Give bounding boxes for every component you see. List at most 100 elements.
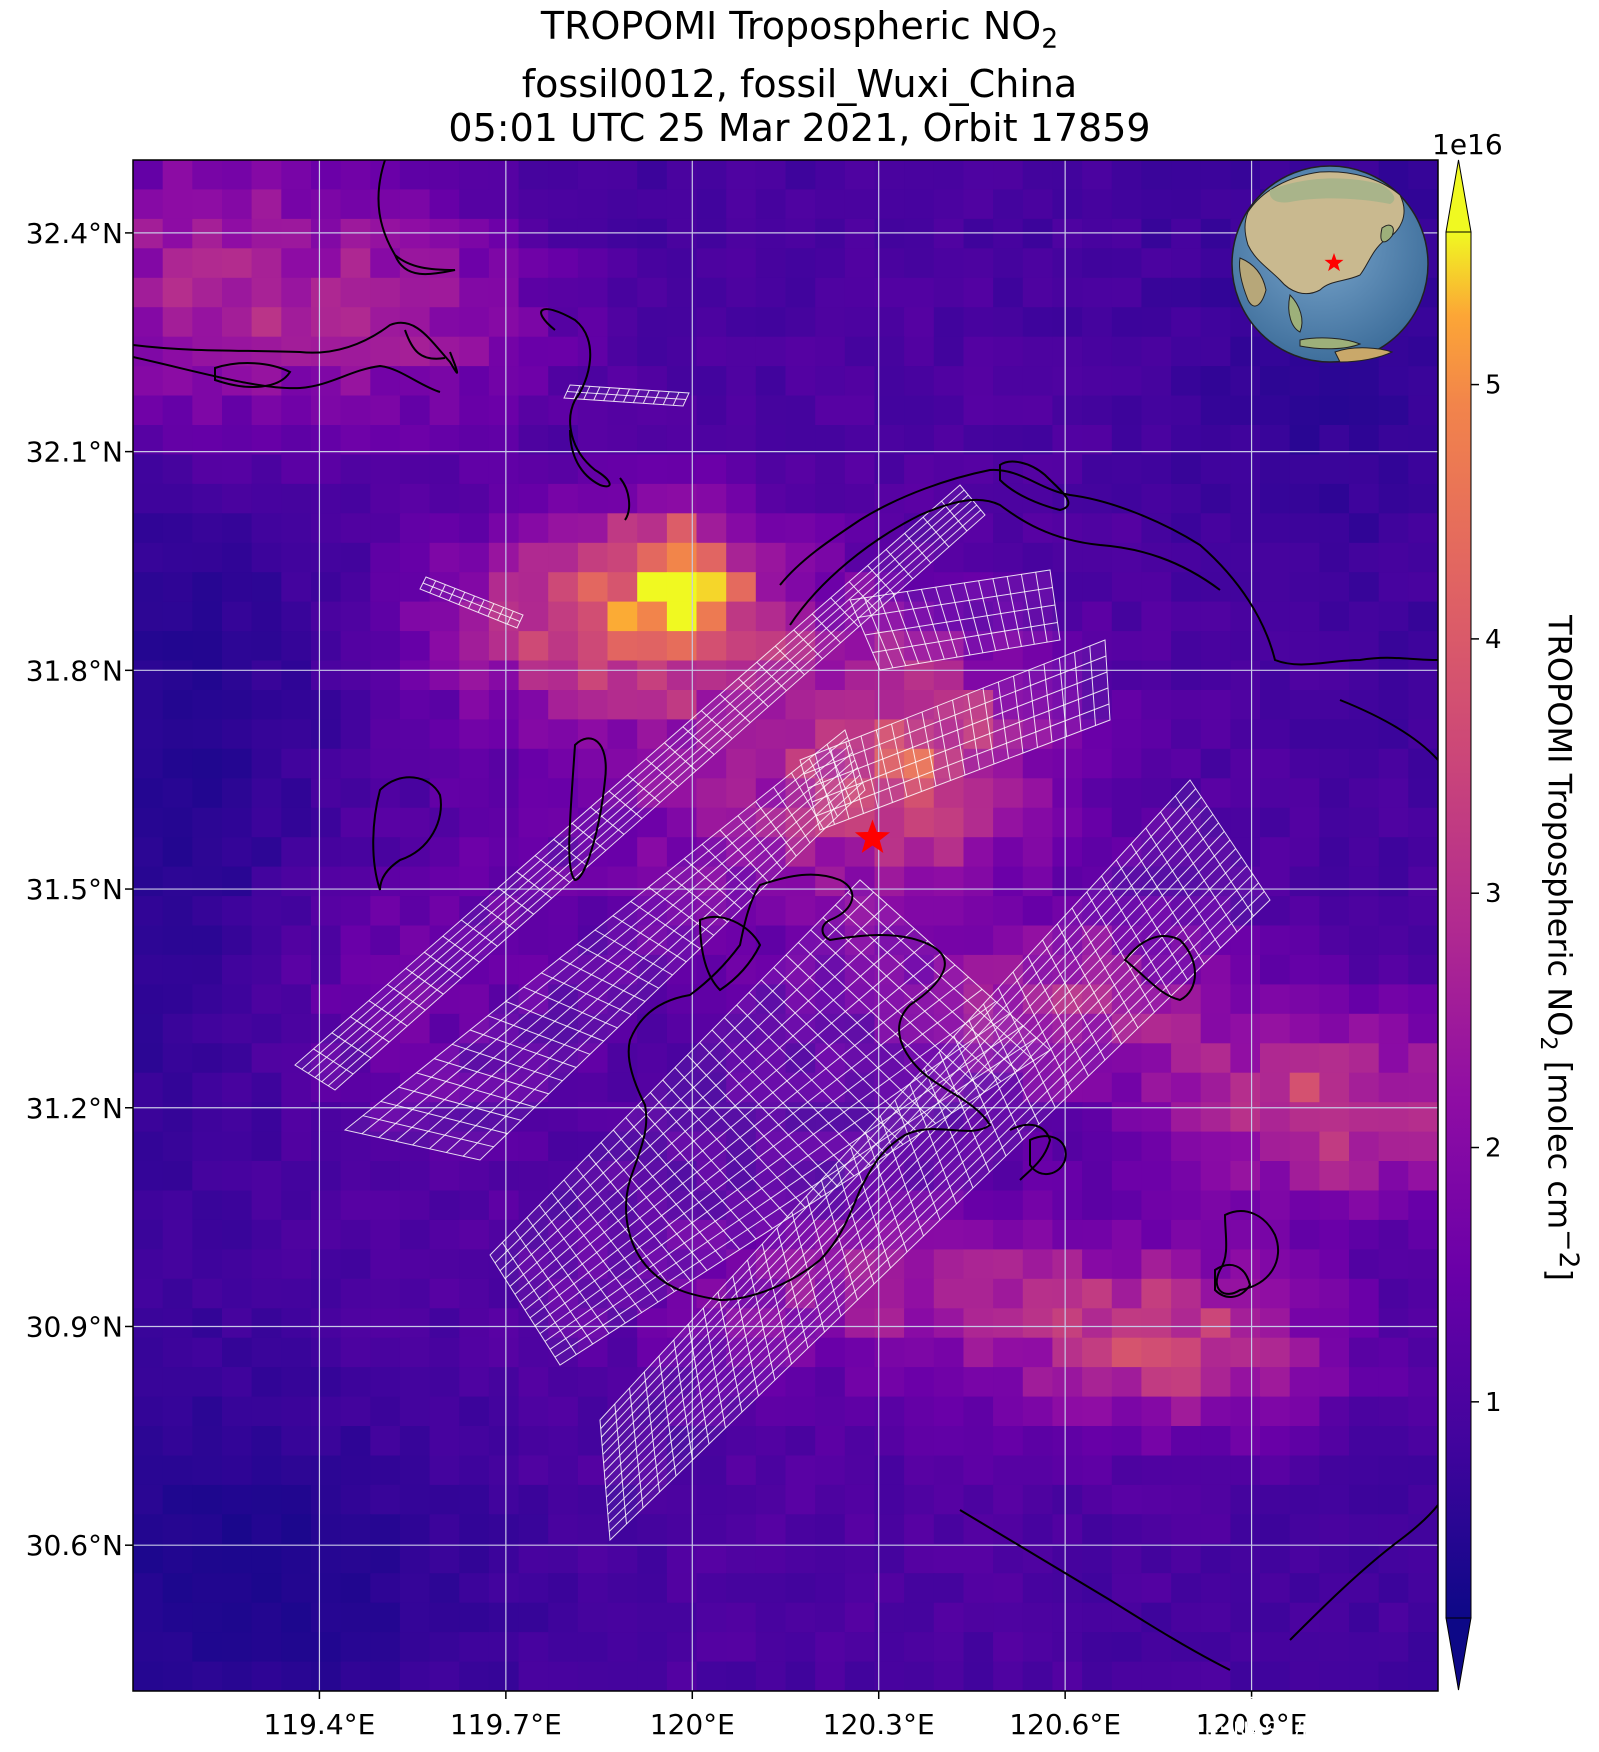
no2-pixel: [755, 1043, 787, 1074]
no2-pixel: [1141, 1131, 1172, 1162]
no2-pixel: [399, 1661, 431, 1691]
no2-pixel: [133, 1426, 164, 1457]
no2-pixel: [1319, 454, 1350, 485]
footprint-cell-line: [604, 839, 1231, 1481]
no2-pixel: [607, 1337, 638, 1368]
no2-pixel: [222, 1514, 253, 1545]
no2-pixel: [607, 954, 638, 986]
no2-pixel: [1022, 1602, 1054, 1633]
no2-pixel: [993, 160, 1024, 191]
no2-pixel: [222, 1632, 253, 1663]
no2-pixel: [429, 690, 461, 721]
no2-pixel: [993, 189, 1024, 220]
no2-pixel: [1111, 866, 1143, 897]
no2-pixel: [993, 395, 1024, 426]
no2-pixel: [1378, 601, 1410, 632]
no2-pixel: [607, 572, 638, 603]
no2-pixel: [785, 1543, 816, 1574]
no2-pixel: [281, 866, 312, 897]
no2-pixel: [1319, 866, 1350, 897]
no2-pixel: [1111, 1426, 1143, 1457]
no2-pixel: [607, 277, 638, 308]
no2-pixel: [577, 1278, 609, 1309]
no2-pixel: [1111, 218, 1143, 250]
no2-pixel: [844, 1278, 876, 1309]
no2-pixel: [488, 1632, 520, 1663]
no2-pixel: [340, 719, 372, 750]
no2-pixel: [815, 307, 846, 338]
no2-pixel: [963, 366, 994, 397]
no2-pixel: [1378, 1455, 1410, 1486]
no2-pixel: [755, 1573, 787, 1604]
no2-pixel: [1230, 1013, 1261, 1044]
no2-pixel: [1349, 1632, 1380, 1663]
footprint-cell-line: [872, 622, 1058, 653]
no2-pixel: [993, 601, 1024, 632]
no2-pixel: [399, 1602, 431, 1633]
no2-pixel: [1349, 542, 1380, 573]
no2-pixel: [1082, 1337, 1113, 1368]
no2-pixel: [222, 395, 253, 426]
no2-pixel: [399, 1131, 431, 1162]
no2-pixel: [311, 1514, 342, 1545]
no2-pixel: [1052, 425, 1083, 456]
no2-pixel: [1378, 1514, 1410, 1545]
no2-pixel: [755, 1484, 787, 1516]
no2-pixel: [963, 218, 994, 250]
no2-pixel: [785, 160, 816, 191]
no2-pixel: [162, 1102, 194, 1133]
no2-pixel: [904, 1367, 935, 1398]
footprint-cell-line: [606, 856, 1242, 1498]
no2-pixel: [1230, 1455, 1261, 1486]
no2-pixel: [1111, 778, 1143, 809]
no2-pixel: [993, 837, 1024, 868]
no2-pixel: [1349, 778, 1380, 809]
no2-pixel: [311, 395, 342, 426]
no2-pixel: [399, 1043, 431, 1074]
no2-pixel: [222, 1455, 253, 1486]
no2-pixel: [281, 925, 312, 956]
no2-pixel: [1111, 1573, 1143, 1604]
no2-pixel: [1349, 1514, 1380, 1545]
no2-pixel: [1052, 1278, 1083, 1309]
no2-pixel: [429, 837, 461, 868]
no2-pixel: [577, 690, 609, 721]
no2-pixel: [1171, 483, 1202, 515]
no2-pixel: [785, 277, 816, 308]
no2-pixel: [785, 1426, 816, 1457]
no2-pixel: [1052, 1455, 1083, 1486]
no2-pixel: [755, 248, 787, 279]
no2-pixel: [1141, 1543, 1172, 1574]
no2-pixel: [1022, 1426, 1054, 1457]
no2-pixel: [637, 778, 668, 809]
no2-pixel: [399, 572, 431, 603]
no2-pixel: [755, 336, 787, 367]
no2-pixel: [844, 248, 876, 279]
no2-pixel: [1378, 572, 1410, 603]
no2-pixel: [933, 778, 965, 809]
no2-pixel: [577, 513, 609, 544]
no2-pixel: [785, 1484, 816, 1516]
no2-pixel: [192, 1367, 223, 1398]
footprint-cell-line: [815, 703, 1110, 817]
no2-pixel: [518, 1396, 550, 1427]
no2-pixel: [548, 601, 579, 632]
no2-pixel: [162, 1543, 194, 1574]
no2-pixel: [1408, 660, 1438, 691]
no2-pixel: [429, 1013, 461, 1044]
no2-pixel: [1289, 866, 1321, 897]
no2-pixel: [1111, 1514, 1143, 1545]
no2-pixel: [1111, 1131, 1143, 1162]
no2-pixel: [133, 1514, 164, 1545]
no2-pixel: [1111, 1308, 1143, 1339]
no2-pixel: [755, 1396, 787, 1427]
no2-pixel: [1171, 1219, 1202, 1251]
no2-pixel: [251, 925, 283, 956]
no2-pixel: [637, 1632, 668, 1663]
no2-pixel: [1082, 218, 1113, 250]
no2-pixel: [844, 366, 876, 397]
no2-pixel: [133, 1484, 164, 1516]
no2-pixel: [133, 395, 164, 426]
no2-pixel: [1171, 572, 1202, 603]
no2-pixel: [1171, 366, 1202, 397]
